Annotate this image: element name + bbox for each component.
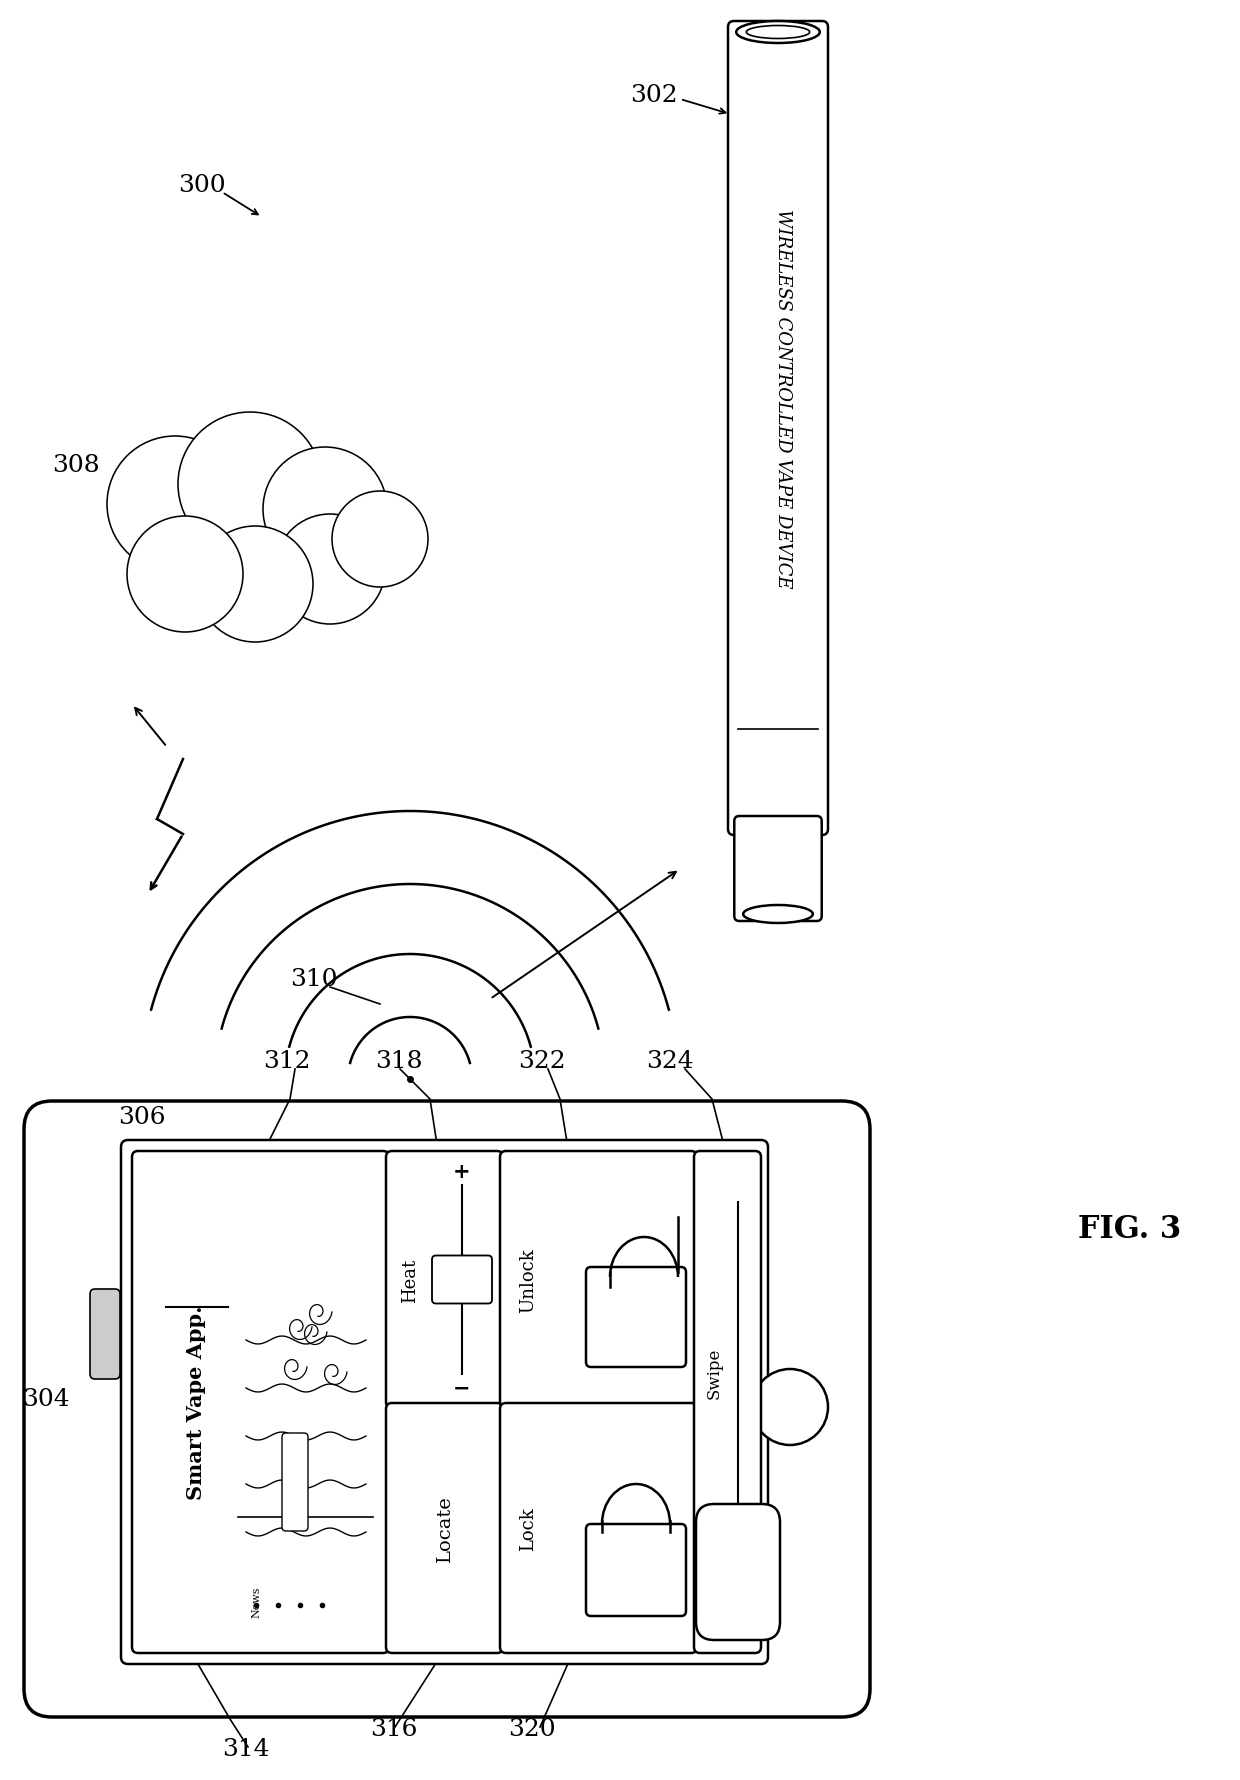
FancyBboxPatch shape bbox=[91, 1289, 120, 1380]
Text: 300: 300 bbox=[179, 173, 226, 196]
Circle shape bbox=[126, 516, 243, 632]
FancyBboxPatch shape bbox=[587, 1267, 686, 1367]
Text: −: − bbox=[454, 1378, 471, 1399]
FancyBboxPatch shape bbox=[386, 1152, 503, 1408]
Text: 322: 322 bbox=[518, 1050, 565, 1073]
Text: 304: 304 bbox=[22, 1388, 69, 1412]
Text: Heat: Heat bbox=[401, 1258, 419, 1301]
FancyBboxPatch shape bbox=[694, 1152, 761, 1654]
FancyBboxPatch shape bbox=[24, 1102, 870, 1718]
FancyBboxPatch shape bbox=[432, 1257, 492, 1303]
Circle shape bbox=[197, 527, 312, 643]
Text: 302: 302 bbox=[630, 84, 677, 107]
Text: FIG. 3: FIG. 3 bbox=[1079, 1214, 1182, 1244]
Ellipse shape bbox=[737, 21, 820, 44]
Text: WIRELESS CONTROLLED VAPE DEVICE: WIRELESS CONTROLLED VAPE DEVICE bbox=[774, 208, 792, 589]
Circle shape bbox=[179, 413, 322, 557]
FancyBboxPatch shape bbox=[587, 1524, 686, 1616]
Text: Lock: Lock bbox=[520, 1506, 537, 1550]
Text: News: News bbox=[250, 1586, 260, 1616]
FancyBboxPatch shape bbox=[734, 817, 822, 922]
Ellipse shape bbox=[743, 906, 813, 924]
FancyBboxPatch shape bbox=[500, 1403, 697, 1654]
Text: Swipe: Swipe bbox=[706, 1346, 723, 1397]
Circle shape bbox=[275, 514, 384, 625]
Text: 314: 314 bbox=[222, 1737, 269, 1760]
Text: 308: 308 bbox=[52, 454, 99, 477]
FancyBboxPatch shape bbox=[500, 1152, 697, 1408]
FancyBboxPatch shape bbox=[131, 1152, 389, 1654]
Circle shape bbox=[107, 436, 243, 573]
Circle shape bbox=[751, 1369, 828, 1445]
Text: 324: 324 bbox=[646, 1050, 693, 1073]
FancyBboxPatch shape bbox=[386, 1403, 503, 1654]
FancyBboxPatch shape bbox=[281, 1433, 308, 1531]
Text: 318: 318 bbox=[374, 1050, 423, 1073]
Circle shape bbox=[263, 449, 387, 571]
Circle shape bbox=[332, 491, 428, 587]
Text: Smart Vape App.: Smart Vape App. bbox=[186, 1305, 206, 1499]
FancyBboxPatch shape bbox=[122, 1141, 768, 1664]
Text: +: + bbox=[453, 1161, 471, 1182]
Text: 310: 310 bbox=[290, 968, 337, 991]
Text: 306: 306 bbox=[118, 1105, 166, 1129]
Text: 312: 312 bbox=[263, 1050, 310, 1073]
Text: Locate: Locate bbox=[435, 1495, 454, 1561]
Text: 320: 320 bbox=[508, 1718, 556, 1741]
Text: Unlock: Unlock bbox=[520, 1248, 537, 1312]
FancyBboxPatch shape bbox=[728, 21, 828, 835]
FancyBboxPatch shape bbox=[696, 1504, 780, 1639]
Text: 316: 316 bbox=[370, 1718, 418, 1741]
